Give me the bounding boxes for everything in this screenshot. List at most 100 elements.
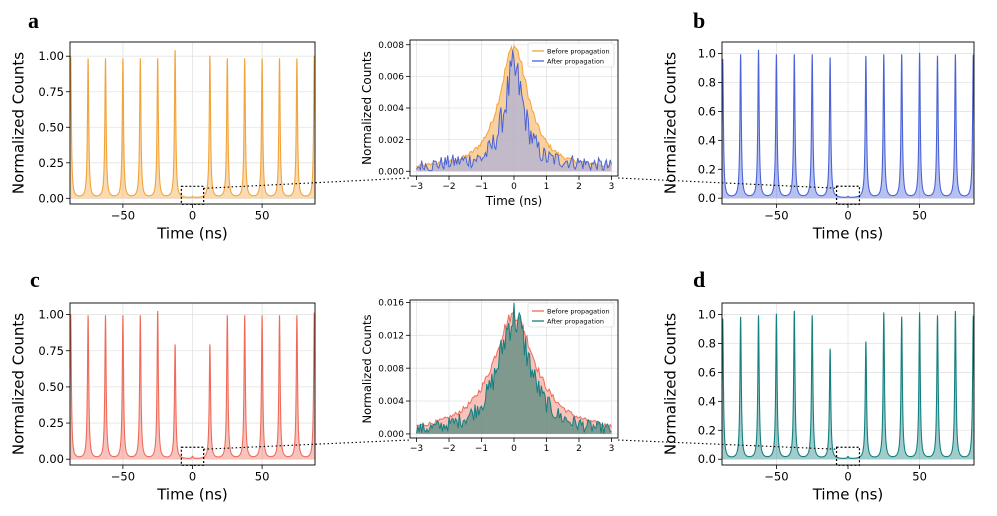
y-tick-label: 0.008 [378,41,404,51]
x-tick-label: −3 [410,444,423,454]
y-tick-label: 0.002 [378,136,404,146]
y-tick-label: 0.000 [378,167,404,177]
y-tick-label: 0.0 [698,191,716,205]
series-line-coincidences [722,49,974,198]
y-tick-label: 0.008 [378,364,404,374]
legend-label: Before propagation [547,307,610,315]
y-tick-label: 0.006 [378,73,404,83]
y-tick-label: 0.004 [378,104,404,114]
x-axis-label: Time (ns) [156,225,228,243]
connector-a-to-inset [203,177,411,189]
series-area-after-propagation [416,302,612,434]
y-tick-label: 0.4 [698,394,716,408]
y-tick-label: 0.75 [38,85,64,99]
panel-d: −50 0 50 0.0 0.2 0.4 0.6 0.8 1.0 Time (ns) Normali… [662,302,975,504]
y-tick-label: 0.4 [698,133,716,147]
series-line-coincidences [70,49,315,198]
x-tick-label: 0 [511,182,517,192]
panel-a: −50 0 50 0.00 0.25 0.50 0.75 1.00 Time (ns) Norma… [10,41,316,243]
legend-label: Before propagation [547,47,610,55]
x-tick-label: −50 [111,209,135,223]
legend: Before propagation After propagation [527,42,615,68]
y-tick-label: 0.00 [38,191,64,205]
panel-b: −50 0 50 0.0 0.2 0.4 0.6 0.8 1.0 Time (ns) Normali… [662,41,975,243]
zoom-box [835,185,861,205]
connector-inset-to-b [617,177,837,189]
series-line-after-propagation [416,302,612,434]
y-tick-label: 0.25 [38,156,64,170]
x-tick-label: 0 [189,470,196,484]
y-tick-label: 0.8 [698,76,716,90]
connector-inset-to-d [617,439,837,450]
x-tick-label: −2 [442,182,455,192]
x-tick-label: 2 [576,182,582,192]
x-tick-label: −50 [764,209,788,223]
panel-label-a: a [28,8,39,33]
x-tick-label: −50 [111,470,135,484]
y-tick-label: 0.0 [698,452,716,466]
x-tick-label: 0 [844,470,851,484]
x-axis-label: Time (ns) [812,486,884,504]
panel-label-d: d [693,267,705,292]
y-tick-label: 0.016 [378,299,404,309]
y-tick-label: 0.8 [698,337,716,351]
x-tick-label: 0 [844,209,851,223]
x-tick-label: 0 [189,209,196,223]
zoom-box [835,446,861,466]
x-tick-label: 50 [912,209,927,223]
y-tick-label: 0.25 [38,416,64,430]
y-axis-label: Normalized Counts [662,313,680,455]
y-tick-label: 1.0 [698,308,716,322]
panel-c: −50 0 50 0.00 0.25 0.50 0.75 1.00 Time (ns) Norma… [10,302,316,504]
panel-inset-top: −3 −2 −1 0 1 2 3 0.000 0.002 0.004 0.006 0.008 Time … [360,39,619,208]
y-tick-label: 0.2 [698,162,716,176]
connector-c-to-inset [203,439,411,450]
y-tick-label: 0.50 [38,380,64,394]
y-tick-label: 1.00 [38,308,64,322]
y-tick-label: 0.75 [38,344,64,358]
legend-box [527,42,615,68]
x-tick-label: 50 [912,470,927,484]
x-tick-label: −50 [764,470,788,484]
y-axis-label: Normalized Counts [360,314,374,423]
x-tick-label: 0 [511,444,517,454]
y-tick-label: 0.6 [698,365,716,379]
y-axis-label: Normalized Counts [10,313,28,455]
y-tick-label: 0.004 [378,397,404,407]
x-tick-label: 50 [255,209,270,223]
x-axis-label: Time (ns) [812,225,884,243]
y-axis-label: Normalized Counts [360,51,374,165]
legend-label: After propagation [547,57,604,65]
legend-box [527,302,615,328]
x-tick-label: 3 [609,444,615,454]
zoom-connectors [203,177,837,450]
series-line-coincidences [722,310,974,459]
y-tick-label: 0.50 [38,120,64,134]
series-line-coincidences [70,310,315,459]
y-tick-label: 0.6 [698,104,716,118]
y-tick-label: 1.0 [698,47,716,61]
panel-label-b: b [693,8,705,33]
x-tick-label: −3 [410,182,423,192]
legend: Before propagation After propagation [527,302,615,328]
x-tick-label: −2 [442,444,455,454]
series-area-after-propagation [416,50,612,172]
series-line-after-propagation [416,50,612,172]
y-tick-label: 0.000 [378,430,404,440]
x-tick-label: 50 [255,470,270,484]
panel-label-c: c [30,267,40,292]
y-tick-label: 0.2 [698,423,716,437]
x-tick-label: 1 [544,182,550,192]
x-tick-label: 1 [544,444,550,454]
x-tick-label: 2 [576,444,582,454]
panel-inset-bottom: −3 −2 −1 0 1 2 3 0.000 0.004 0.008 0.012 0.016 Norma… [360,299,619,454]
x-tick-label: −1 [475,182,488,192]
y-tick-label: 0.012 [378,331,404,341]
y-axis-label: Normalized Counts [662,52,680,194]
x-tick-label: −1 [475,444,488,454]
y-axis-label: Normalized Counts [10,52,28,194]
y-tick-label: 0.00 [38,452,64,466]
x-tick-label: 3 [609,182,615,192]
